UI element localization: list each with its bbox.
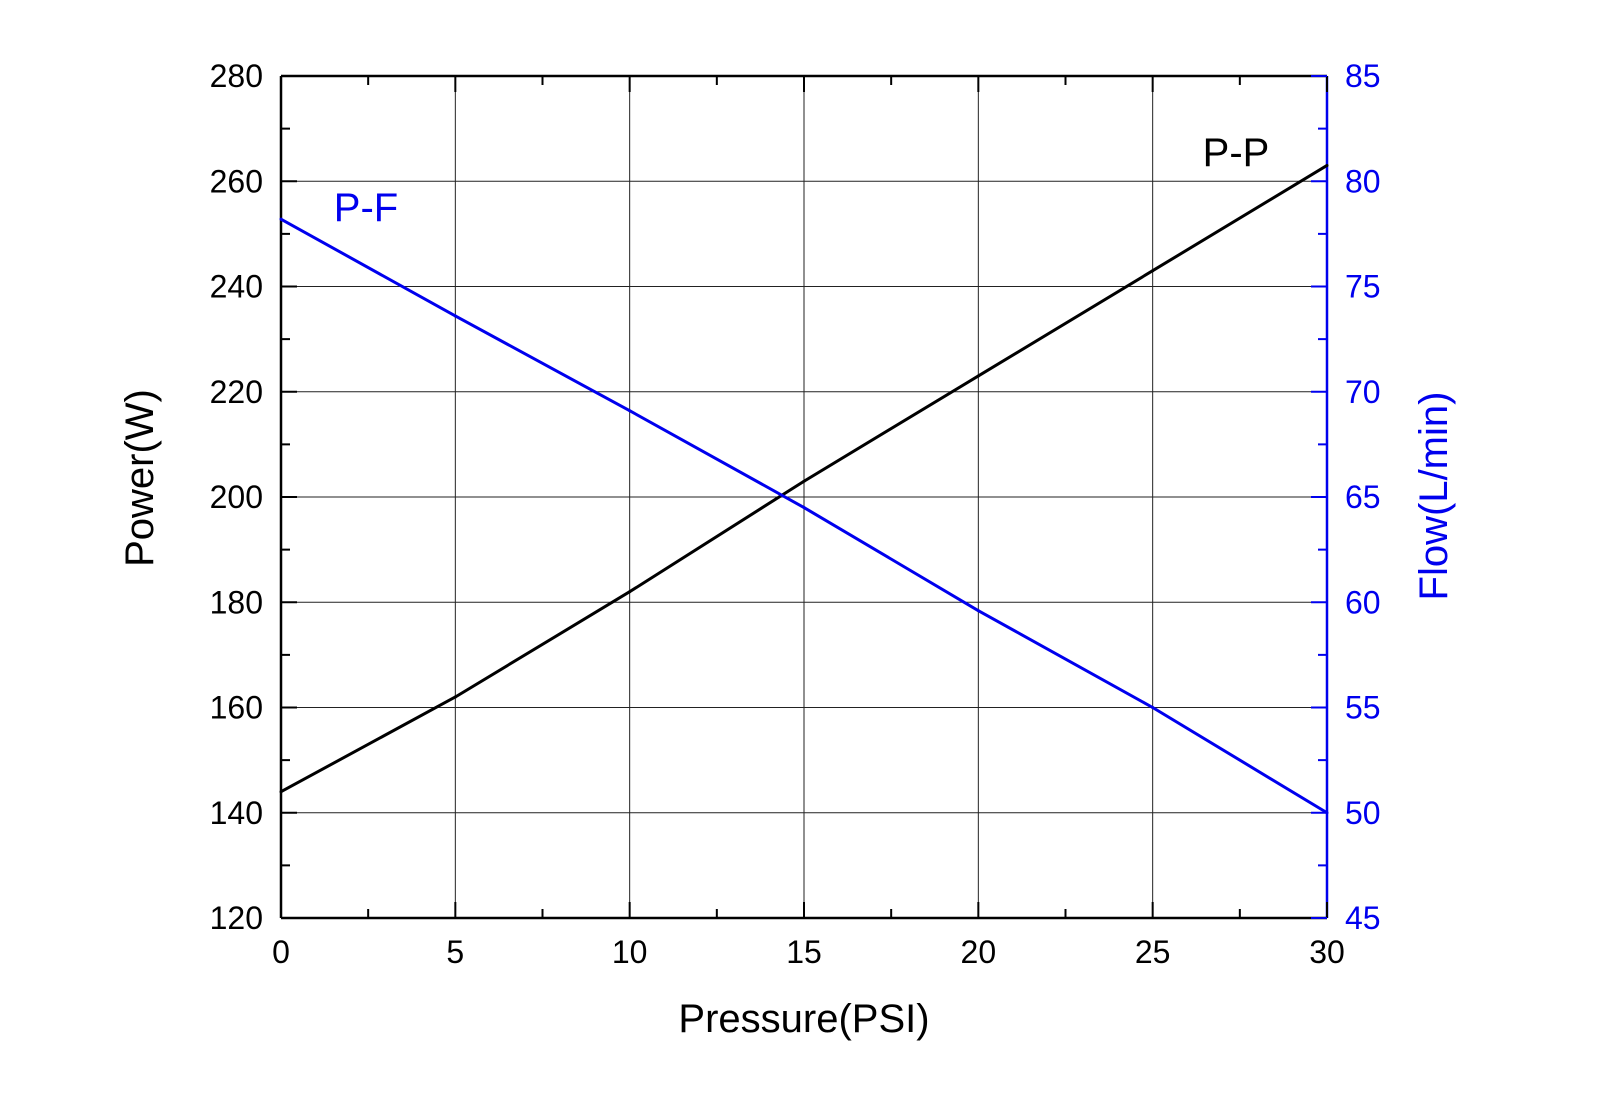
series-label-p-f: P-F (334, 186, 398, 230)
chart-labels: Pressure(PSI) Power(W) Flow(L/min) P-P P… (118, 131, 1456, 1041)
y-left-tick-label-2: 160 (210, 690, 263, 726)
data-point-p-p-6 (1325, 163, 1329, 167)
x-tick-label-6: 30 (1309, 934, 1345, 970)
grid-lines (281, 76, 1327, 918)
x-tick-label-0: 0 (272, 934, 290, 970)
data-point-p-p-3 (802, 479, 806, 483)
series-layer (279, 163, 1329, 815)
y-right-tick-label-4: 65 (1345, 479, 1381, 515)
data-point-p-f-4 (976, 609, 980, 613)
data-point-p-p-0 (279, 790, 283, 794)
x-axis-title: Pressure(PSI) (678, 997, 929, 1041)
right-y-axis-title: Flow(L/min) (1412, 392, 1456, 601)
y-left-tick-label-1: 140 (210, 795, 263, 831)
x-tick-label-2: 10 (612, 934, 648, 970)
y-left-tick-label-7: 260 (210, 163, 263, 199)
x-tick-label-4: 20 (961, 934, 997, 970)
series-label-p-p: P-P (1203, 131, 1270, 175)
y-right-tick-label-3: 60 (1345, 584, 1381, 620)
data-point-p-p-1 (453, 695, 457, 699)
data-point-p-p-4 (976, 374, 980, 378)
x-tick-label-1: 5 (446, 934, 464, 970)
y-right-tick-label-2: 55 (1345, 690, 1381, 726)
y-right-tick-label-7: 80 (1345, 163, 1381, 199)
data-point-p-f-5 (1151, 706, 1155, 709)
y-right-tick-label-1: 50 (1345, 795, 1381, 831)
x-tick-label-5: 25 (1135, 934, 1171, 970)
y-left-tick-label-5: 220 (210, 374, 263, 410)
y-right-tick-label-0: 45 (1345, 900, 1381, 936)
y-left-tick-label-6: 240 (210, 269, 263, 305)
y-left-tick-label-0: 120 (210, 900, 263, 936)
y-left-tick-label-3: 180 (210, 584, 263, 620)
left-y-axis-title: Power(W) (118, 389, 162, 567)
data-point-p-f-1 (453, 314, 457, 318)
data-point-p-f-0 (279, 217, 283, 221)
y-left-tick-label-4: 200 (210, 479, 263, 515)
data-point-p-p-2 (628, 590, 632, 594)
tick-labels: 0 5 10 15 20 25 30 120 140 160 180 200 220 240 260 280 4… (210, 58, 1381, 970)
y-right-tick-label-6: 75 (1345, 269, 1381, 305)
x-tick-label-3: 15 (786, 934, 822, 970)
y-right-tick-label-5: 70 (1345, 374, 1381, 410)
data-point-p-f-2 (628, 409, 632, 413)
y-right-tick-label-8: 85 (1345, 58, 1381, 94)
y-left-tick-label-8: 280 (210, 58, 263, 94)
data-point-p-p-5 (1151, 269, 1155, 273)
axis-ticks (280, 75, 1328, 919)
data-point-p-f-3 (802, 506, 806, 510)
